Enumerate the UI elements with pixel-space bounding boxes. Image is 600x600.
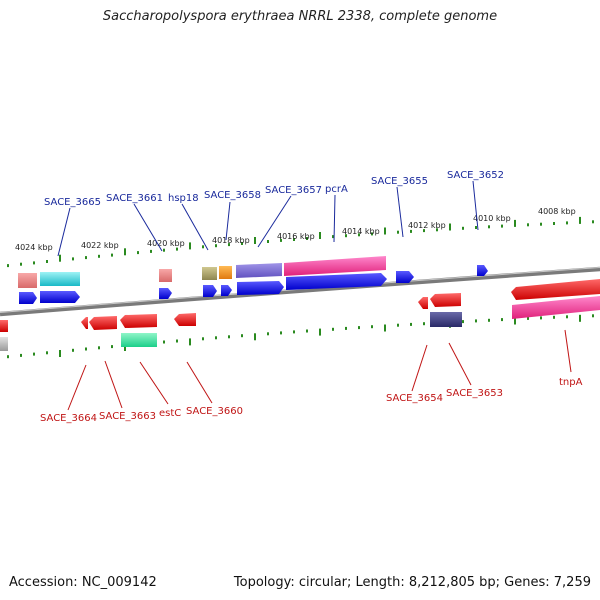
gene-arrow-reverse[interactable] [120,314,157,328]
gene-label-sace-3663[interactable]: SACE_3663 [99,411,156,422]
gene-label-hsp18[interactable]: hsp18 [168,193,199,204]
upper-tick-marks [7,216,594,268]
other-features [0,256,600,351]
gene-label-sace-3652[interactable]: SACE_3652 [447,170,504,181]
kbp-label: 4024 kbp [15,243,53,252]
feature-pink[interactable] [512,296,600,319]
genome-title: Saccharopolyspora erythraea NRRL 2338, c… [102,9,498,24]
gene-arrow-forward[interactable] [40,291,80,303]
feature-orange[interactable] [219,266,232,279]
lower-leader-lines [67,329,572,411]
gene-arrow-forward[interactable] [19,292,37,304]
feature-pink[interactable] [284,256,386,276]
gene-label-sace-3654[interactable]: SACE_3654 [386,393,443,404]
kbp-label: 4010 kbp [473,214,511,223]
genome-backbone [0,266,600,317]
kbp-label: 4020 kbp [147,239,185,248]
gene-label-sace-3661[interactable]: SACE_3661 [106,193,163,204]
gene-arrow-reverse[interactable] [430,293,461,307]
kbp-scale-labels: 4024 kbp 4022 kbp 4020 kbp 4018 kbp 4016… [15,207,576,252]
gene-label-sace-3653[interactable]: SACE_3653 [446,388,503,399]
feature-olive[interactable] [202,267,217,280]
feature-purple[interactable] [236,263,282,278]
forward-strand-genes [19,265,488,304]
gene-label-pcra[interactable]: pcrA [325,184,348,195]
gene-label-sace-3664[interactable]: SACE_3664 [40,413,97,424]
gene-label-estc[interactable]: estC [159,408,181,419]
upper-leader-lines [57,180,479,257]
gene-arrow-forward[interactable] [396,271,414,283]
lower-tick-marks [7,314,594,359]
kbp-label: 4008 kbp [538,207,576,216]
kbp-label: 4018 kbp [212,236,250,245]
gene-arrow-reverse[interactable] [0,320,8,332]
kbp-label: 4012 kbp [408,221,446,230]
gene-label-sace-3658[interactable]: SACE_3658 [204,190,261,201]
reverse-strand-genes [0,279,600,332]
gene-arrow-reverse[interactable] [511,279,600,300]
gene-arrow-forward[interactable] [221,285,232,296]
gene-label-sace-3657[interactable]: SACE_3657 [265,185,322,196]
topology-text: Topology: circular; Length: 8,212,805 bp… [233,575,591,590]
gene-arrow-forward[interactable] [203,285,217,297]
kbp-label: 4014 kbp [342,227,380,236]
gene-arrow-forward[interactable] [286,273,387,290]
gene-label-sace-3660[interactable]: SACE_3660 [186,406,243,417]
gene-arrow-reverse[interactable] [81,317,88,329]
gene-label-sace-3655[interactable]: SACE_3655 [371,176,428,187]
gene-label-sace-3665[interactable]: SACE_3665 [44,197,101,208]
feature-salmon[interactable] [159,269,172,282]
feature-cyan[interactable] [40,272,80,286]
lower-gene-labels: SACE_3664 SACE_3663 estC SACE_3660 SACE_… [40,377,583,424]
gene-arrow-forward[interactable] [477,265,488,276]
feature-teal[interactable] [121,333,157,347]
feature-salmon[interactable] [18,273,37,288]
kbp-label: 4022 kbp [81,241,119,250]
gene-arrow-reverse[interactable] [418,297,428,309]
gene-arrow-forward[interactable] [159,288,172,299]
kbp-label: 4016 kbp [277,232,315,241]
gene-arrow-forward[interactable] [237,281,284,295]
gene-label-tnpa[interactable]: tnpA [559,377,583,388]
feature-grey[interactable] [0,337,8,351]
feature-navy[interactable] [430,312,462,327]
accession-text: Accession: NC_009142 [9,575,157,590]
gene-arrow-reverse[interactable] [174,313,196,326]
gene-arrow-reverse[interactable] [89,316,117,330]
upper-gene-labels: SACE_3665 SACE_3661 hsp18 SACE_3658 SACE… [44,170,504,208]
